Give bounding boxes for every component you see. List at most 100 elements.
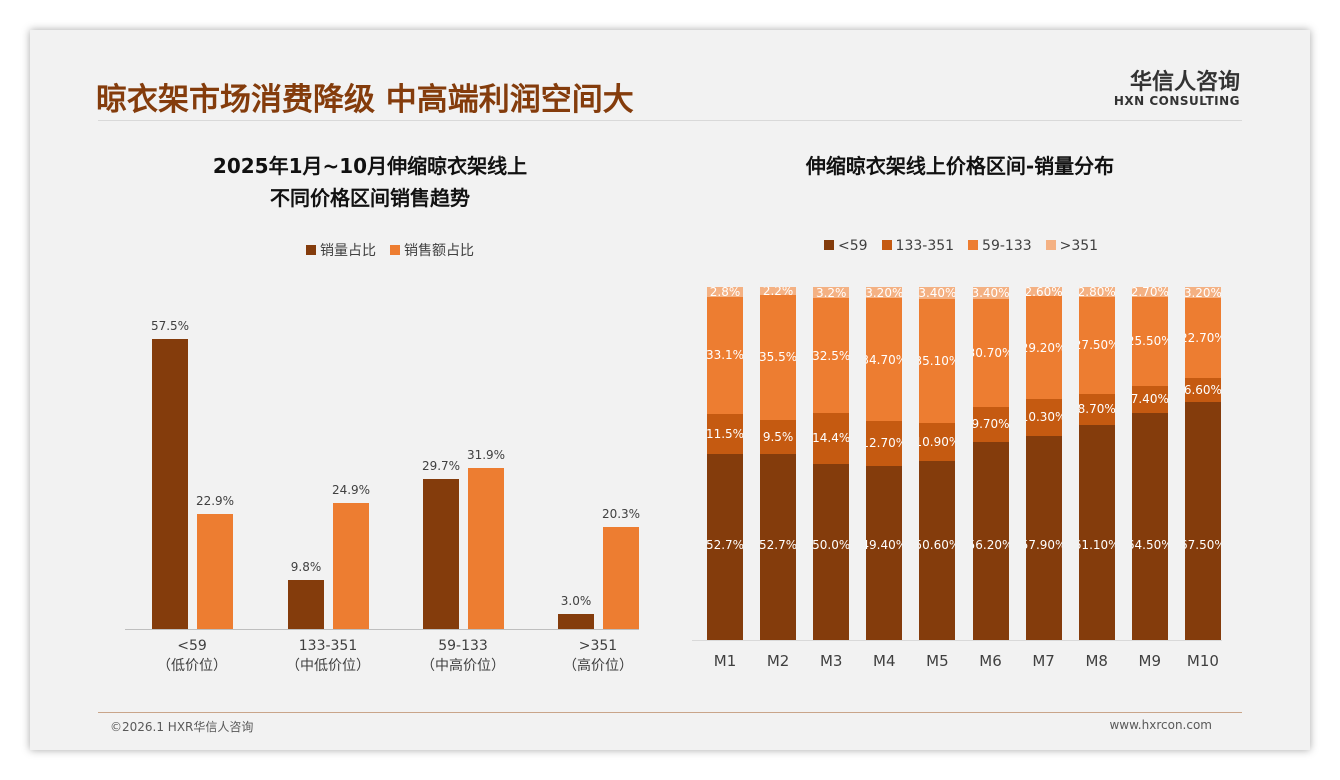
x-tick-sublabel: （中高价位） — [421, 658, 505, 674]
x-tick-label: M4 — [873, 652, 896, 670]
data-label: 50.60% — [919, 537, 955, 552]
stack-segment: 57.90% — [1025, 435, 1062, 640]
data-label: 32.5% — [813, 348, 850, 363]
x-tick-label: M3 — [819, 652, 843, 670]
bar — [152, 339, 188, 629]
data-label: 9.5% — [762, 429, 794, 444]
stack-segment: 33.1% — [707, 296, 743, 414]
legend-item: 59-133 — [968, 238, 1032, 254]
stack-segment: 52.7% — [760, 453, 797, 640]
bar — [423, 479, 459, 629]
bar — [468, 468, 504, 629]
stack-segment: 3.2% — [813, 287, 850, 299]
stack-segment: 2.70% — [1131, 287, 1168, 297]
x-tick-label: M10 — [1186, 652, 1219, 670]
stack-segment: 9.70% — [972, 407, 1009, 442]
data-label: 3.20% — [866, 287, 903, 299]
bar — [603, 526, 639, 629]
stack-segment: 2.60% — [1025, 287, 1062, 297]
legend-item: 销售额占比 — [390, 240, 474, 260]
data-label: 3.40% — [972, 287, 1009, 299]
stack-segment: 64.50% — [1131, 412, 1168, 640]
data-label: 22.70% — [1185, 331, 1221, 346]
x-tick-label: M8 — [1085, 652, 1108, 670]
x-tick-label: M9 — [1138, 652, 1162, 670]
data-label: 8.70% — [1078, 402, 1115, 417]
footer-copyright: ©2026.1 HXR华信人咨询 — [110, 720, 254, 734]
stack-segment: 61.10% — [1078, 424, 1115, 640]
divider — [98, 120, 1242, 121]
chart2-title: 伸缩晾衣架线上价格区间-销量分布 — [805, 154, 1115, 178]
x-tick-label: M6 — [979, 652, 1002, 670]
stack-segment: 6.60% — [1184, 378, 1221, 402]
legend-item: <59 — [824, 238, 868, 254]
stack-segment: 22.70% — [1184, 298, 1221, 379]
data-label: 7.40% — [1131, 392, 1168, 407]
data-label: 35.10% — [919, 353, 955, 368]
stack-segment: 50.0% — [813, 463, 850, 640]
legend-swatch — [824, 240, 834, 250]
data-label: 12.70% — [866, 436, 902, 451]
logo-subtext: HXN CONSULTING — [1113, 94, 1240, 108]
data-label: 30.70% — [973, 346, 1009, 361]
x-tick-sublabel: （中低价位） — [286, 658, 370, 674]
legend-label: <59 — [838, 238, 868, 254]
data-label: 3.20% — [1184, 287, 1221, 299]
stack-segment: 29.20% — [1025, 296, 1062, 400]
stack-segment: 10.90% — [919, 422, 956, 462]
data-label: 3.40% — [919, 287, 956, 299]
data-label: 10.90% — [919, 435, 955, 450]
x-tick-label: 133-351 — [298, 638, 358, 654]
data-label: 27.50% — [1079, 338, 1115, 353]
stack-segment: 34.70% — [866, 298, 903, 421]
stack-segment: 2.2% — [760, 287, 797, 295]
legend-item: 133-351 — [881, 238, 955, 254]
legend-item: 销量占比 — [306, 240, 376, 260]
bar — [197, 513, 233, 629]
x-tick-label: >351 — [578, 638, 618, 654]
chart2-axis — [692, 640, 1222, 641]
chart1-title: 2025年1月~10月伸缩晾衣架线上 不同价格区间销售趋势 — [120, 150, 620, 214]
stack-segment: 35.5% — [760, 294, 797, 421]
stack-segment: 9.5% — [760, 420, 797, 454]
stack-segment: 56.20% — [972, 441, 1009, 640]
data-label: 49.40% — [866, 537, 902, 552]
data-label: 3.0% — [560, 593, 592, 608]
x-tick-sublabel: （低价位） — [157, 658, 227, 674]
legend-swatch — [881, 240, 892, 250]
legend-swatch — [306, 245, 316, 255]
stack-segment: 49.40% — [866, 465, 903, 640]
logo-text: 华信人咨询 — [1129, 70, 1240, 95]
chart2-legend: <59 133-351 59-133 >351 — [824, 238, 1098, 254]
data-label: 22.9% — [195, 493, 235, 508]
data-label: 67.50% — [1185, 537, 1221, 552]
data-label: 57.5% — [150, 319, 190, 333]
data-label: 52.7% — [760, 537, 797, 552]
stack-segment: 8.70% — [1078, 393, 1115, 425]
chart1-title-line1: 2025年1月~10月伸缩晾衣架线上 — [212, 154, 528, 178]
stack-segment: 14.4% — [813, 412, 850, 464]
data-label: 2.60% — [1025, 287, 1062, 297]
data-label: 29.7% — [421, 459, 461, 474]
legend-swatch — [968, 240, 979, 250]
data-label: 9.8% — [290, 559, 322, 574]
legend-label: 133-351 — [895, 238, 955, 254]
data-label: 34.70% — [866, 352, 902, 367]
data-label: 2.8% — [709, 287, 741, 297]
stack-segment: 10.30% — [1025, 399, 1062, 436]
data-label: 29.20% — [1026, 340, 1062, 355]
stack-segment: 7.40% — [1131, 386, 1168, 413]
x-tick-label: 59-133 — [438, 638, 488, 654]
stack-segment: 25.50% — [1131, 296, 1168, 387]
stack-segment: 27.50% — [1078, 296, 1115, 394]
legend-label: >351 — [1059, 238, 1099, 254]
data-label: 2.2% — [762, 287, 794, 295]
data-label: 56.20% — [973, 537, 1009, 552]
legend-label: 59-133 — [982, 238, 1032, 254]
data-label: 25.50% — [1132, 334, 1168, 349]
data-label: 3.2% — [815, 287, 847, 299]
stack-segment: 32.5% — [813, 298, 850, 413]
data-label: 14.4% — [813, 431, 850, 446]
chart1-axis — [125, 629, 639, 630]
stack-segment: 3.40% — [972, 287, 1009, 299]
